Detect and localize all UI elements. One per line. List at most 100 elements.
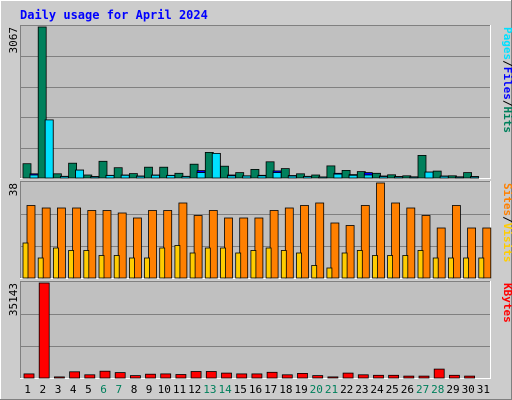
day-label-18: 18 — [279, 383, 292, 396]
bar-pages-day-19 — [303, 176, 312, 179]
legend-separator: / — [501, 216, 512, 223]
bar-sites-day-17 — [265, 247, 272, 279]
bar-sites-day-4 — [68, 250, 74, 279]
bar-pages-day-11 — [181, 176, 191, 179]
bar-visits-day-20 — [315, 202, 325, 279]
panel-legend: Pages/Files/Hits — [501, 27, 512, 133]
bar-sites-day-26 — [402, 255, 409, 279]
legend-separator: / — [501, 60, 512, 67]
legend-hits: Hits — [501, 107, 512, 134]
panel-max-label: 35143 — [7, 283, 20, 316]
bar-sites-day-31 — [478, 257, 485, 279]
x-axis-day-labels: 1 2 3 4 5 6 7 8 9 10 11 12 13 14 15 16 17 18 19 20 21 22 23 24 2… — [24, 383, 490, 396]
bar-sites-day-20 — [311, 265, 318, 279]
bar-kbytes-day-7 — [114, 372, 126, 379]
bar-pages-day-30 — [470, 176, 480, 179]
bar-kbytes-day-14 — [221, 372, 232, 379]
bar-pages-day-28 — [439, 175, 449, 179]
bar-pages-day-27 — [424, 171, 434, 179]
bar-hits-day-6 — [98, 160, 108, 179]
day-label-9: 9 — [146, 383, 153, 396]
day-label-16: 16 — [249, 383, 262, 396]
bar-sites-day-25 — [387, 255, 394, 279]
bar-sites-day-2 — [37, 257, 44, 279]
bar-sites-day-30 — [463, 257, 470, 279]
chart-panels: 3067Pages/Files/Hits38Sites/Visits35143K… — [7, 25, 512, 379]
bar-pages-day-17 — [272, 172, 282, 179]
day-label-14: 14 — [218, 383, 232, 396]
day-label-19: 19 — [294, 383, 307, 396]
bar-visits-day-16 — [254, 217, 264, 279]
day-label-7: 7 — [115, 383, 122, 396]
bar-hits-day-9 — [144, 166, 153, 179]
bar-kbytes-day-23 — [357, 374, 369, 379]
bar-visits-day-19 — [300, 205, 309, 279]
bar-sites-day-10 — [159, 247, 166, 279]
bar-visits-day-13 — [208, 210, 218, 279]
bar-visits-day-31 — [482, 227, 492, 279]
bar-hits-day-10 — [159, 166, 169, 179]
bar-pages-day-9 — [151, 174, 160, 179]
day-label-10: 10 — [158, 383, 171, 396]
bar-visits-day-22 — [345, 225, 355, 279]
day-label-3: 3 — [55, 383, 62, 396]
bar-kbytes-day-30 — [464, 375, 476, 379]
bar-pages-day-1 — [29, 174, 39, 179]
legend-separator: / — [501, 100, 512, 107]
bar-visits-day-10 — [163, 210, 173, 279]
series-kbytes — [23, 282, 476, 379]
bar-sites-day-28 — [432, 257, 439, 279]
bar-kbytes-day-9 — [145, 373, 156, 379]
bar-visits-day-15 — [239, 217, 249, 279]
bar-pages-day-4 — [75, 169, 84, 179]
bar-pages-day-13 — [211, 152, 221, 179]
panel-legend: KBytes — [501, 283, 512, 323]
bar-visits-day-1 — [26, 205, 36, 279]
bar-pages-day-26 — [409, 176, 419, 179]
day-label-11: 11 — [173, 383, 186, 396]
bar-pages-day-24 — [379, 176, 388, 179]
chart-title: Daily usage for April 2024 — [20, 8, 208, 22]
day-label-5: 5 — [85, 383, 92, 396]
series-pages — [29, 119, 480, 179]
bar-kbytes-day-28 — [433, 368, 445, 379]
bar-hits-day-30 — [463, 172, 473, 179]
bar-sites-day-11 — [174, 245, 181, 279]
bar-kbytes-day-4 — [69, 371, 80, 379]
bar-kbytes-day-13 — [205, 371, 217, 379]
day-label-6: 6 — [100, 383, 107, 396]
day-label-21: 21 — [325, 383, 338, 396]
bar-pages-day-29 — [454, 176, 464, 179]
bar-kbytes-day-3 — [54, 376, 65, 379]
bar-kbytes-day-5 — [84, 374, 96, 379]
day-label-25: 25 — [386, 383, 399, 396]
legend-sites: Sites — [501, 183, 512, 216]
bar-sites-day-6 — [98, 255, 105, 279]
bar-pages-day-10 — [166, 175, 176, 179]
bar-sites-day-19 — [296, 252, 302, 279]
bar-visits-day-21 — [330, 222, 340, 279]
bar-kbytes-day-16 — [251, 373, 263, 379]
bar-sites-day-27 — [417, 250, 424, 279]
bar-pages-day-16 — [257, 175, 267, 179]
legend-kbytes: KBytes — [501, 283, 512, 323]
bar-kbytes-day-19 — [297, 372, 308, 379]
bar-kbytes-day-24 — [373, 374, 384, 379]
bar-visits-day-30 — [467, 227, 477, 279]
bar-sites-day-8 — [128, 257, 135, 279]
bar-kbytes-day-11 — [175, 374, 187, 379]
bar-pages-day-22 — [348, 174, 358, 179]
day-label-23: 23 — [355, 383, 368, 396]
bar-visits-day-6 — [102, 210, 112, 279]
bar-sites-day-3 — [53, 247, 59, 279]
bar-sites-day-23 — [356, 250, 363, 279]
bar-kbytes-day-26 — [403, 375, 415, 379]
bar-visits-day-24 — [376, 182, 385, 279]
bar-pages-day-18 — [287, 175, 297, 179]
bar-kbytes-day-2 — [38, 282, 50, 379]
day-label-20: 20 — [310, 383, 323, 396]
bar-hits-day-21 — [326, 165, 336, 179]
legend-files: Files — [501, 67, 512, 100]
bar-visits-day-26 — [406, 207, 416, 279]
